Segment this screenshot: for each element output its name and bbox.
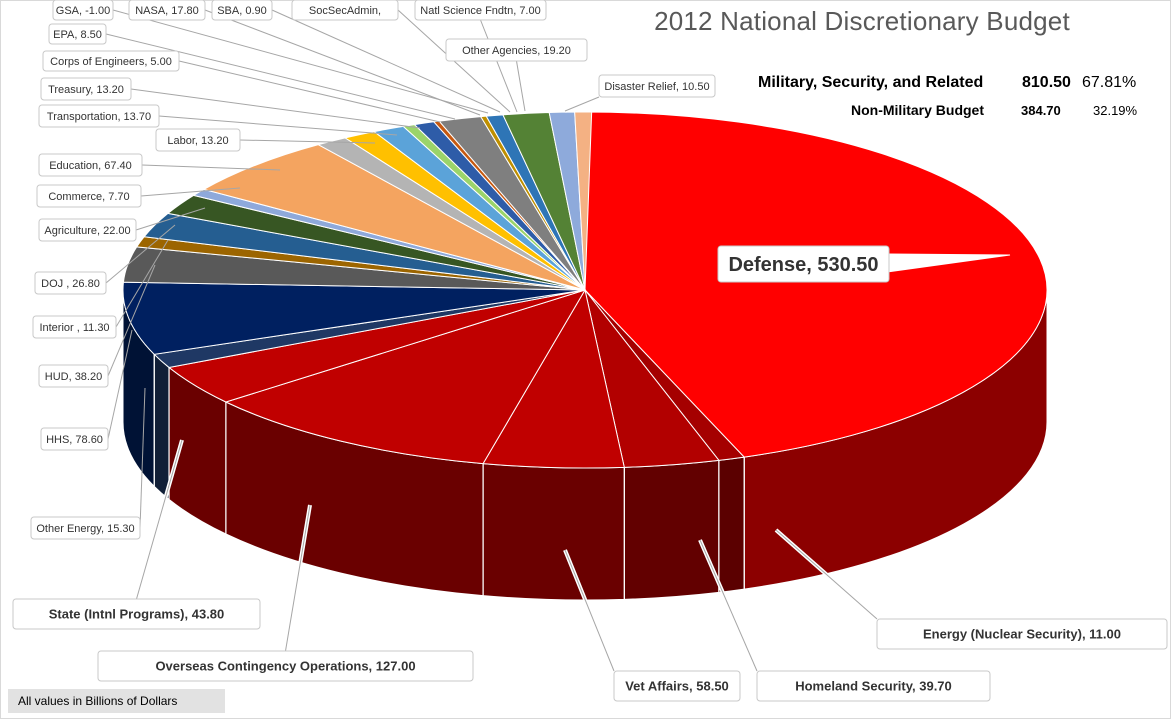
data-label-treasury: Treasury, 13.20 (48, 84, 124, 96)
data-label-education: Education, 67.40 (49, 160, 132, 172)
chart-title: 2012 National Discretionary Budget (654, 6, 1070, 36)
leader-line-inner-state-intnl-programs- (136, 439, 183, 600)
data-label-sba: SBA, 0.90 (217, 5, 267, 17)
data-label-homeland-security: Homeland Security, 39.70 (795, 679, 952, 694)
data-label-interior: Interior , 11.30 (39, 322, 109, 334)
data-label-hud: HUD, 38.20 (45, 371, 102, 383)
leader-line-interior (115, 239, 169, 328)
slice-unlabeled (574, 111, 593, 291)
label-box-vet-affairs (613, 670, 741, 702)
data-label-state-intnl-programs-: State (Intnl Programs), 43.80 (49, 607, 225, 622)
label-box-sba (211, 0, 273, 21)
data-label-epa: EPA, 8.50 (53, 29, 102, 41)
data-label-defense: Defense, 530.50 (728, 254, 878, 276)
data-label-overseas-contingency-operations: Overseas Contingency Operations, 127.00 (155, 659, 415, 674)
slice-hhs (122, 281, 586, 355)
leader-line-hud (107, 264, 156, 377)
leader-line-agriculture (135, 207, 206, 231)
slice-side-other-energy (153, 353, 170, 501)
data-label-disaster-relief: Disaster Relief, 10.50 (604, 81, 709, 93)
label-box-epa (48, 23, 107, 45)
label-box-socsecadmin (291, 0, 399, 21)
leader-line-transportation (158, 115, 398, 136)
label-box-interior (32, 315, 117, 339)
military-value: 810.50 (1022, 74, 1071, 91)
leader-line-other-energy (139, 387, 146, 529)
label-box-state-intnl-programs- (12, 598, 261, 630)
label-box-education (38, 153, 143, 177)
data-label-vet-affairs: Vet Affairs, 58.50 (625, 679, 729, 694)
data-label-hhs: HHS, 78.60 (46, 434, 103, 446)
slice-education (202, 144, 586, 291)
nonmilitary-value: 384.70 (1021, 103, 1061, 118)
label-box-transportation (38, 104, 160, 128)
label-box-overseas-contingency-operations (97, 650, 474, 682)
military-percent: 67.81% (1082, 74, 1137, 91)
nonmilitary-label: Non-Military Budget (851, 102, 984, 118)
leader-line-inner-energy-nuclear-security- (775, 529, 878, 620)
leader-line-inner-homeland-security (699, 539, 758, 672)
data-label-agriculture: Agriculture, 22.00 (44, 225, 130, 237)
label-box-commerce (36, 184, 142, 208)
data-label-other-energy: Other Energy, 15.30 (36, 523, 134, 535)
data-label-other-agencies: Other Agencies, 19.20 (462, 45, 571, 57)
label-box-defense (717, 245, 890, 283)
leader-line-hhs (107, 329, 133, 440)
data-label-corps-of-engineers: Corps of Engineers, 5.00 (50, 56, 172, 68)
leader-line-inner-natl-science-fndtn (480, 19, 518, 113)
label-box-treasury (40, 77, 132, 101)
data-label-gsa: GSA, -1.00 (56, 5, 110, 17)
leader-line-inner-other-agencies (516, 60, 526, 112)
slice-defense (584, 111, 1048, 458)
leader-line-education (141, 164, 281, 171)
data-labels: Defense, 530.50 Energy (Nuclear Security)… (12, 0, 1168, 702)
nonmilitary-percent: 32.19% (1093, 103, 1138, 118)
label-box-other-energy (30, 516, 141, 540)
label-box-other-agencies (445, 38, 588, 62)
data-label-energy-nuclear-security-: Energy (Nuclear Security), 11.00 (923, 627, 1121, 642)
leader-line-doj (105, 224, 176, 284)
pie-sides (122, 289, 1048, 601)
label-box-hhs (40, 427, 109, 451)
leader-line-commerce (140, 187, 241, 197)
label-box-doj (34, 271, 107, 295)
data-label-transportation: Transportation, 13.70 (47, 111, 151, 123)
slice-side-homeland-security (623, 459, 720, 600)
leader-line-gsa (112, 9, 489, 114)
leader-line-labor (239, 139, 376, 144)
leader-line-epa (105, 33, 456, 120)
leader-line-inner-vet-affairs (564, 549, 615, 672)
data-label-socsecadmin: SocSecAdmin, (309, 5, 381, 17)
slice-overseas-contingency-operations (224, 289, 587, 465)
label-box-homeland-security (756, 670, 991, 702)
label-box-corps-of-engineers (42, 50, 180, 72)
label-box-natl-science-fndtn (414, 0, 547, 21)
data-label-natl-science-fndtn: Natl Science Fndtn, 7.00 (420, 5, 540, 17)
label-box-disaster-relief (598, 74, 716, 98)
leader-line-inner-disaster-relief (564, 96, 600, 112)
leader-lines (105, 9, 1011, 672)
data-label-labor: Labor, 13.20 (167, 135, 228, 147)
leader-line-nasa (204, 9, 481, 116)
label-box-gsa (52, 0, 114, 21)
slice-side-energy-nuclear-security- (718, 456, 745, 593)
leader-line-inner-overseas-contingency-operations (285, 504, 311, 652)
data-label-commerce: Commerce, 7.70 (48, 191, 129, 203)
leader-line-sba (271, 9, 501, 113)
leader-line-treasury (130, 88, 421, 129)
pie-tops (122, 111, 1048, 469)
data-label-doj: DOJ , 26.80 (41, 278, 100, 290)
units-note: All values in Billions of Dollars (8, 689, 225, 713)
label-box-nasa (128, 0, 206, 21)
military-label: Military, Security, and Related (758, 74, 984, 91)
slice-side-vet-affairs (482, 463, 625, 601)
data-label-nasa: NASA, 17.80 (135, 5, 199, 17)
label-box-hud (38, 364, 109, 388)
label-box-agriculture (38, 218, 137, 242)
leader-line-corps-of-engineers (178, 60, 441, 123)
label-box-energy-nuclear-security- (876, 618, 1168, 650)
label-box-labor (155, 128, 241, 152)
